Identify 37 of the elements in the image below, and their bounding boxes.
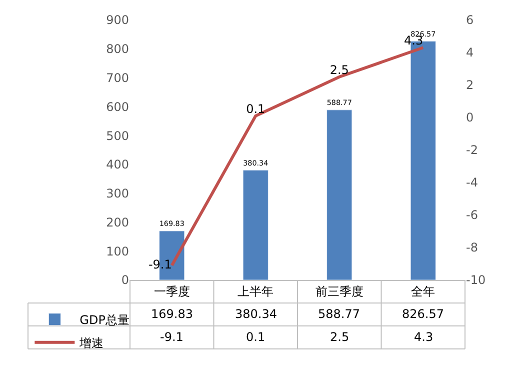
y2-tick-label: 0 bbox=[466, 110, 474, 125]
y-tick-label: 600 bbox=[106, 100, 129, 114]
y2-tick-label: -4 bbox=[466, 176, 478, 190]
y-tick-label: 100 bbox=[106, 244, 129, 258]
y2-tick-label: -2 bbox=[466, 143, 478, 158]
y2-tick-label: -10 bbox=[466, 273, 486, 288]
y2-tick-label: -8 bbox=[466, 240, 478, 255]
data-label: 169.83 bbox=[151, 307, 193, 321]
data-label: 826.57 bbox=[402, 307, 444, 321]
y2-tick-label: 2 bbox=[466, 78, 474, 92]
text: 0.1 bbox=[246, 102, 266, 116]
data-label: 380.34 bbox=[235, 307, 277, 321]
y2-tick-label: -6 bbox=[466, 208, 478, 222]
y-tick-label: 700 bbox=[106, 70, 129, 85]
y-tick-label: 200 bbox=[106, 215, 129, 230]
data-label: 0.1 bbox=[246, 330, 266, 344]
y-tick-label: 500 bbox=[106, 128, 129, 143]
y-tick-label: 400 bbox=[106, 158, 129, 172]
y-tick-label: 300 bbox=[106, 186, 129, 201]
text: 2.5 bbox=[330, 62, 349, 77]
data-label: 588.77 bbox=[318, 307, 360, 321]
y2-tick-label: 6 bbox=[466, 13, 474, 28]
bar bbox=[326, 110, 352, 280]
y-tick-label: 800 bbox=[106, 42, 129, 56]
y-tick-label: 0 bbox=[121, 273, 129, 288]
data-label: 2.5 bbox=[330, 330, 350, 344]
y2-tick-label: 4 bbox=[466, 46, 474, 60]
data-label: -9.1 bbox=[160, 330, 184, 344]
legend-label: 增速 bbox=[78, 336, 104, 350]
x-tick-label: 全年 bbox=[411, 284, 436, 298]
data-label: 4.3 bbox=[414, 330, 434, 344]
x-tick-label: 上半年 bbox=[238, 284, 274, 298]
x-tick-label: 前三季度 bbox=[315, 284, 364, 298]
bar bbox=[242, 170, 268, 280]
y-tick-label: 900 bbox=[106, 13, 129, 28]
legend-label: GDP总量 bbox=[80, 313, 130, 328]
x-tick-label: 一季度 bbox=[154, 284, 190, 298]
